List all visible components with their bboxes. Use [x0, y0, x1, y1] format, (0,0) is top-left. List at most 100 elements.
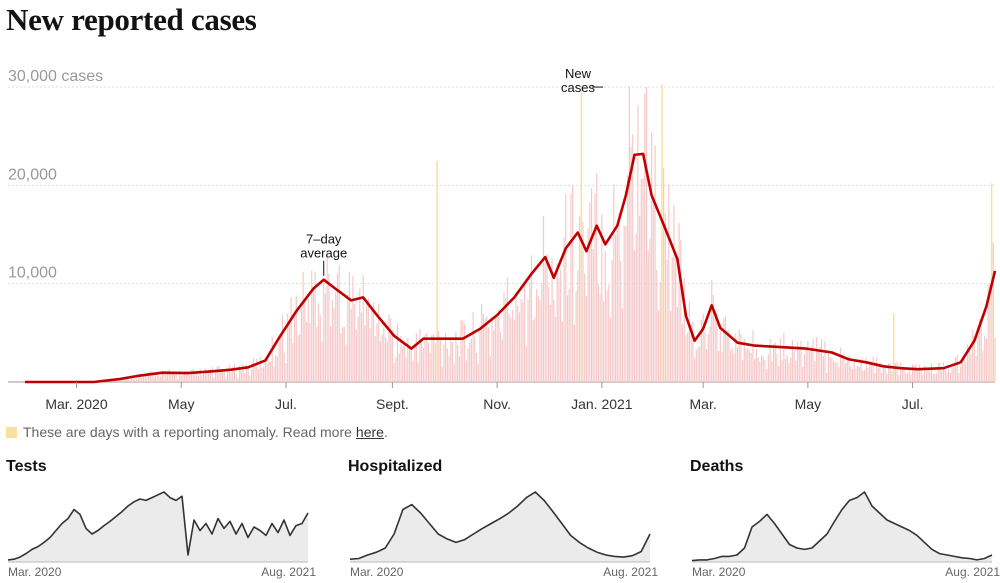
daily-case-bar	[245, 364, 248, 382]
daily-case-bar	[556, 264, 558, 382]
daily-case-bar	[113, 380, 115, 382]
daily-case-bar	[536, 288, 538, 382]
daily-case-bar	[958, 372, 960, 382]
daily-case-bar	[966, 344, 969, 382]
daily-case-bar	[899, 362, 902, 382]
daily-case-bar	[645, 87, 648, 382]
daily-case-bar	[522, 301, 524, 382]
daily-case-bar	[934, 373, 936, 382]
daily-case-bar	[972, 329, 974, 382]
daily-case-bar	[501, 339, 503, 382]
daily-case-bar	[805, 347, 807, 382]
daily-case-bar	[491, 317, 493, 382]
daily-case-bar	[151, 371, 153, 382]
hospitalized-panel: Hospitalized Mar. 2020 Aug. 2021	[348, 458, 658, 583]
daily-case-bar	[299, 334, 301, 382]
daily-case-bar	[757, 357, 759, 382]
daily-case-bar	[623, 226, 625, 382]
daily-case-bar	[249, 375, 251, 382]
daily-case-bar	[288, 320, 290, 382]
daily-case-bar	[584, 273, 586, 382]
daily-case-bar	[233, 363, 236, 382]
daily-case-bar	[728, 329, 730, 382]
hospitalized-sparkline	[349, 491, 651, 563]
daily-case-bar	[790, 357, 792, 382]
x-tick-label: Jul.	[902, 396, 924, 412]
daily-case-bar	[927, 369, 929, 382]
daily-case-bar	[175, 372, 177, 382]
daily-case-bar	[857, 365, 859, 382]
x-tick-label: May	[168, 396, 194, 412]
daily-case-bar	[328, 273, 330, 382]
daily-case-bar	[417, 362, 419, 382]
daily-case-bar	[836, 361, 838, 382]
anomaly-bar	[661, 84, 663, 383]
daily-case-bar	[877, 364, 879, 382]
daily-case-bar	[666, 259, 668, 382]
daily-case-bar	[252, 357, 254, 382]
daily-case-bar	[259, 357, 261, 382]
daily-case-bar	[553, 299, 555, 382]
daily-case-bar	[120, 378, 122, 382]
daily-case-bar	[659, 281, 661, 382]
daily-case-bar	[443, 344, 445, 382]
daily-case-bar	[688, 301, 691, 382]
daily-case-bar	[354, 304, 356, 382]
daily-case-bar	[826, 372, 828, 382]
daily-case-bar	[201, 374, 203, 382]
daily-case-bar	[621, 308, 624, 382]
daily-case-bar	[614, 234, 617, 382]
daily-case-bar	[908, 367, 910, 382]
daily-case-bar	[985, 338, 988, 382]
daily-case-bar	[371, 309, 373, 382]
daily-case-bar	[872, 356, 874, 382]
daily-case-bar	[529, 282, 531, 382]
daily-case-bar	[467, 348, 469, 382]
daily-case-bar	[446, 348, 448, 382]
daily-case-bar	[635, 233, 637, 382]
daily-case-bar	[821, 339, 823, 382]
daily-case-bar	[687, 332, 689, 382]
daily-case-bar	[851, 369, 854, 382]
daily-case-bar	[663, 168, 665, 382]
daily-case-bar	[424, 334, 426, 382]
daily-case-bar	[402, 346, 404, 382]
daily-case-bar	[566, 295, 569, 382]
tests-x-end: Aug. 2021	[261, 565, 316, 579]
daily-case-bar	[589, 202, 591, 382]
daily-case-bar	[403, 343, 406, 382]
read-more-link[interactable]: here	[355, 424, 384, 440]
daily-case-bar	[700, 319, 703, 382]
daily-case-bar	[717, 350, 720, 382]
daily-case-bar	[812, 339, 814, 382]
daily-case-bar	[882, 367, 885, 382]
daily-case-bar	[791, 339, 794, 382]
daily-case-bar	[123, 377, 126, 382]
daily-case-bar	[742, 360, 744, 382]
daily-case-bar	[611, 260, 613, 382]
daily-case-bar	[948, 368, 950, 382]
daily-case-bar	[839, 347, 842, 382]
daily-case-bar	[625, 225, 627, 382]
daily-case-bar	[755, 349, 757, 382]
daily-case-bar	[345, 344, 347, 382]
daily-case-bar	[482, 313, 484, 382]
daily-case-bar	[510, 317, 512, 382]
daily-case-bar	[146, 374, 148, 382]
daily-case-bar	[920, 370, 922, 382]
daily-case-bar	[407, 338, 409, 382]
y-tick-label: 10,000	[8, 265, 57, 282]
daily-case-bar	[676, 307, 678, 382]
daily-case-bar	[808, 351, 811, 382]
deaths-line	[691, 491, 993, 562]
daily-case-bar	[472, 312, 474, 382]
daily-case-bar	[184, 371, 186, 382]
daily-case-bar	[834, 362, 836, 382]
daily-case-bar	[673, 204, 675, 382]
daily-case-bar	[498, 309, 500, 382]
daily-case-bar	[733, 353, 735, 382]
daily-case-bar	[366, 304, 368, 382]
daily-case-bar	[594, 193, 596, 382]
daily-case-bar	[891, 371, 893, 382]
daily-case-bar	[800, 340, 802, 382]
